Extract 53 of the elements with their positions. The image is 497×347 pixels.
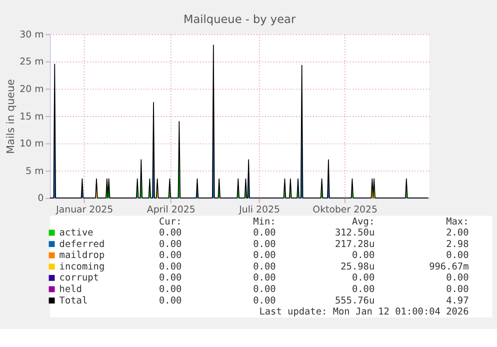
text: Max:: [446, 216, 469, 228]
legend-label: deferred: [59, 238, 105, 250]
legend-label: corrupt: [59, 272, 99, 284]
text: 0.00: [446, 250, 470, 262]
text: 2.00: [446, 228, 470, 239]
text: 312.50u: [334, 228, 375, 239]
text: 4.97: [446, 295, 469, 306]
x-tick-label: April 2025: [146, 204, 196, 216]
legend-label: incoming: [59, 261, 105, 272]
x-tick-label: Juli 2025: [238, 204, 280, 216]
text: Last update: Mon Jan 12 01:00:04 2026: [259, 306, 470, 318]
x-tick-label: Januar 2025: [55, 204, 114, 216]
y-tick-label: 0: [38, 193, 44, 204]
text: 996.67m: [429, 261, 470, 272]
legend-label: held: [59, 284, 82, 296]
text: 0.00: [159, 238, 182, 250]
text: 25.98u: [340, 261, 375, 272]
text: 0.00: [253, 228, 276, 239]
legend-label: Total: [59, 295, 88, 306]
text: 0.00: [159, 272, 182, 284]
text: 0.00: [446, 272, 470, 284]
text: 0.00: [159, 284, 182, 296]
y-tick-label: 30 m: [20, 29, 44, 40]
text: 2.98: [446, 238, 470, 250]
text: 0.00: [352, 272, 375, 284]
text: 0.00: [253, 238, 276, 250]
text: 555.76u: [334, 295, 375, 306]
y-tick-label: 10 m: [20, 138, 44, 150]
text: Min:: [253, 216, 276, 228]
y-tick-label: 20 m: [20, 84, 44, 96]
text: 0.00: [253, 295, 276, 306]
text: 0.00: [253, 250, 276, 262]
text: 0.00: [352, 250, 375, 262]
text: 0.00: [253, 261, 276, 272]
text: 0.00: [446, 284, 470, 296]
text: 0.00: [352, 284, 375, 296]
text: 0.00: [159, 261, 182, 272]
y-tick-label: 25 m: [20, 56, 44, 68]
text: 0.00: [253, 272, 276, 284]
text: 0.00: [159, 250, 182, 262]
x-tick-label: Oktober 2025: [312, 204, 378, 216]
y-tick-label: 15 m: [20, 111, 44, 122]
y-axis-title: Mails in queue: [4, 79, 17, 154]
legend-label: maildrop: [59, 250, 105, 262]
chart-title: Mailqueue - by year: [184, 12, 296, 26]
text: 0.00: [253, 284, 276, 296]
legend-label: active: [59, 228, 94, 239]
y-tick-label: 5 m: [26, 166, 44, 177]
text: 0.00: [159, 295, 182, 306]
text: Avg:: [352, 216, 375, 228]
text: 0.00: [159, 228, 182, 239]
text: 217.28u: [334, 238, 375, 250]
text: Cur:: [159, 216, 182, 228]
